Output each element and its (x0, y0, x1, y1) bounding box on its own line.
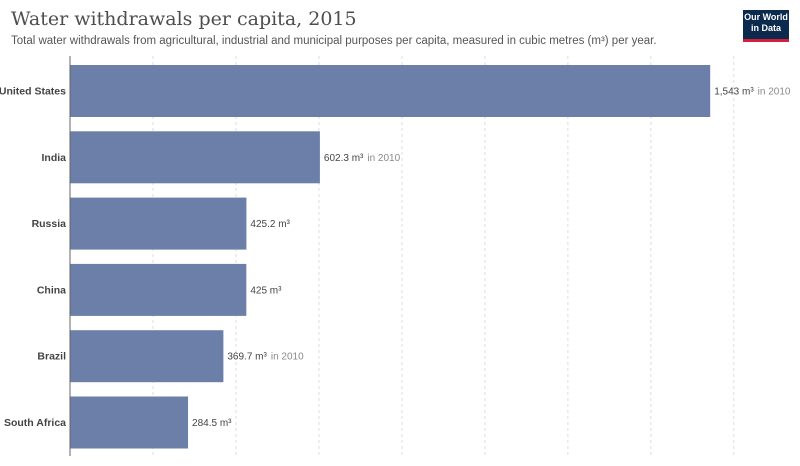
value-suffix-1: in 2010 (367, 153, 400, 164)
bar-2[interactable] (70, 197, 247, 250)
value-text-3: 425 m³ (250, 285, 282, 296)
logo-line-2: in Data (750, 23, 781, 33)
value-label-1: 602.3 m³ in 2010 (324, 153, 401, 164)
value-text-5: 284.5 m³ (192, 418, 232, 429)
value-label-4: 369.7 m³ in 2010 (227, 352, 304, 363)
value-suffix-4: in 2010 (271, 352, 304, 363)
bars (70, 65, 711, 449)
value-label-2: 425.2 m³ (250, 219, 290, 230)
value-text-2: 425.2 m³ (250, 219, 290, 230)
bar-5[interactable] (70, 396, 189, 449)
value-label-5: 284.5 m³ (192, 418, 232, 429)
value-text-4: 369.7 m³ (227, 352, 267, 363)
bar-3[interactable] (70, 263, 247, 316)
category-label-1: India (41, 152, 66, 164)
value-text-1: 602.3 m³ (324, 153, 364, 164)
category-label-4: Brazil (37, 351, 66, 363)
value-suffix-0: in 2010 (758, 87, 791, 98)
category-label-3: China (37, 284, 66, 296)
value-text-0: 1,543 m³ (714, 87, 754, 98)
gridlines (152, 56, 735, 456)
category-labels: United States India Russia China Brazil South… (0, 86, 66, 430)
value-label-0: 1,543 m³ in 2010 (714, 87, 791, 98)
bar-1[interactable] (70, 131, 320, 184)
bar-0[interactable] (70, 65, 711, 117)
chart-subtitle: Total water withdrawals from agricultura… (11, 35, 657, 47)
chart-title: Water withdrawals per capita, 2015 (11, 8, 357, 30)
category-label-0: United States (0, 86, 66, 98)
bar-4[interactable] (70, 330, 224, 383)
owid-logo[interactable]: Our World in Data (743, 10, 789, 42)
category-label-5: South Africa (4, 417, 66, 429)
value-label-3: 425 m³ (250, 285, 282, 296)
logo-line-1: Our World (744, 12, 788, 22)
category-label-2: Russia (32, 218, 67, 230)
